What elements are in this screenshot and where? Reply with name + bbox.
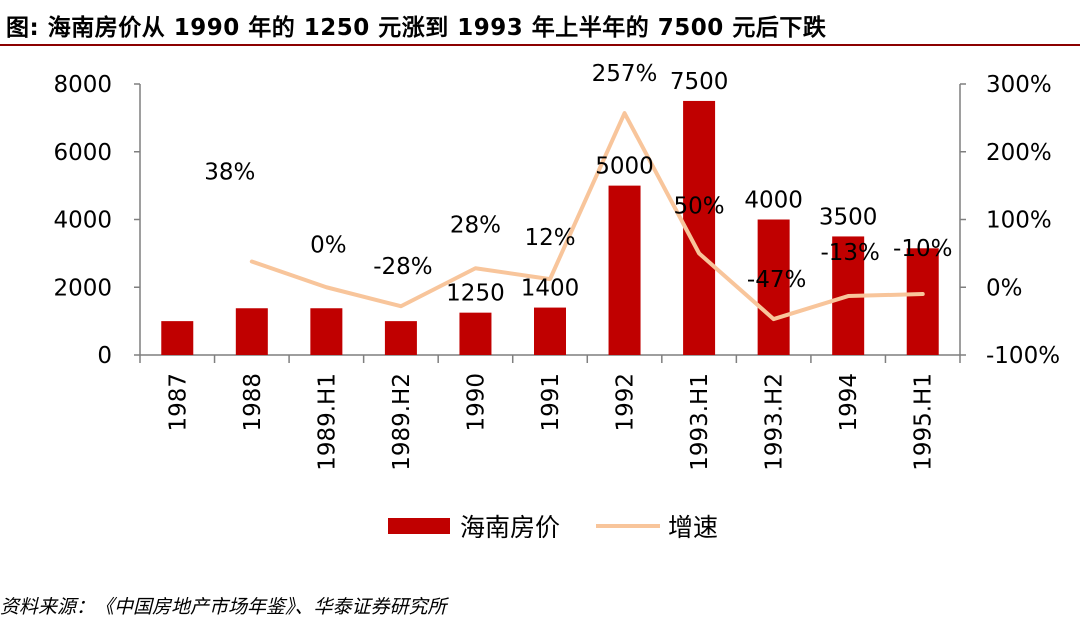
bar	[757, 219, 790, 355]
bar	[534, 307, 566, 355]
y-right-tick-label: 0%	[986, 275, 1023, 301]
bar-data-label: 1250	[446, 281, 505, 307]
bar	[683, 100, 716, 355]
y-left-tick-label: 8000	[53, 72, 112, 98]
line-data-label: 28%	[450, 212, 501, 238]
x-tick-label: 1992	[613, 373, 639, 432]
bar-data-label: 1400	[521, 276, 580, 302]
line-data-label: 12%	[524, 225, 575, 251]
legend-line-label: 增速	[668, 513, 718, 542]
x-tick-label: 1995.H1	[911, 373, 937, 471]
y-left-tick-label: 2000	[53, 275, 112, 301]
y-left-tick-label: 4000	[53, 208, 112, 234]
legend-bar-swatch	[388, 518, 450, 534]
bar	[906, 248, 939, 355]
bar	[459, 312, 492, 355]
bar-data-label: 3500	[819, 204, 878, 230]
bar-data-label: 7500	[670, 69, 729, 95]
x-tick-label: 1989.H1	[314, 373, 340, 471]
bar	[608, 185, 641, 355]
x-tick-label: 1989.H2	[389, 373, 415, 471]
x-tick-label: 1991	[538, 373, 564, 432]
line-data-label: -47%	[747, 267, 806, 293]
legend-bar-label: 海南房价	[460, 513, 560, 542]
line-series	[249, 111, 925, 322]
x-tick-label: 1993.H1	[687, 373, 713, 471]
bar	[384, 321, 417, 355]
line-data-label: -28%	[373, 254, 432, 280]
line-data-label: 257%	[592, 61, 658, 87]
y-right-tick-label: 200%	[986, 140, 1052, 166]
x-tick-label: 1987	[165, 373, 191, 432]
y-left-tick-label: 6000	[53, 140, 112, 166]
y-right-tick-label: -100%	[986, 343, 1060, 369]
chart-title: 图: 海南房价从 1990 年的 1250 元涨到 1993 年上半年的 750…	[6, 15, 827, 41]
x-tick-label: 1990	[463, 373, 489, 432]
bar-data-label: 5000	[595, 154, 654, 180]
line-data-label: 38%	[204, 160, 255, 186]
x-tick-label: 1988	[240, 373, 266, 432]
line-data-label: 0%	[310, 232, 347, 258]
x-tick-label: 1993.H2	[762, 373, 788, 471]
title-bar: 图: 海南房价从 1990 年的 1250 元涨到 1993 年上半年的 750…	[0, 0, 1080, 46]
y-right-tick-label: 100%	[986, 208, 1052, 234]
line-data-label: 50%	[674, 193, 725, 219]
y-right-tick-label: 300%	[986, 72, 1052, 98]
bar-data-label: 4000	[744, 188, 803, 214]
source-note: 资料来源：《中国房地产市场年鉴》、华泰证券研究所	[0, 596, 447, 618]
bar	[161, 321, 194, 355]
line-data-label: -13%	[820, 240, 879, 266]
y-left-tick-label: 0	[97, 343, 112, 369]
line-data-label: -10%	[893, 236, 952, 262]
bar	[310, 308, 343, 355]
bar	[235, 308, 268, 355]
x-tick-label: 1994	[836, 373, 862, 432]
